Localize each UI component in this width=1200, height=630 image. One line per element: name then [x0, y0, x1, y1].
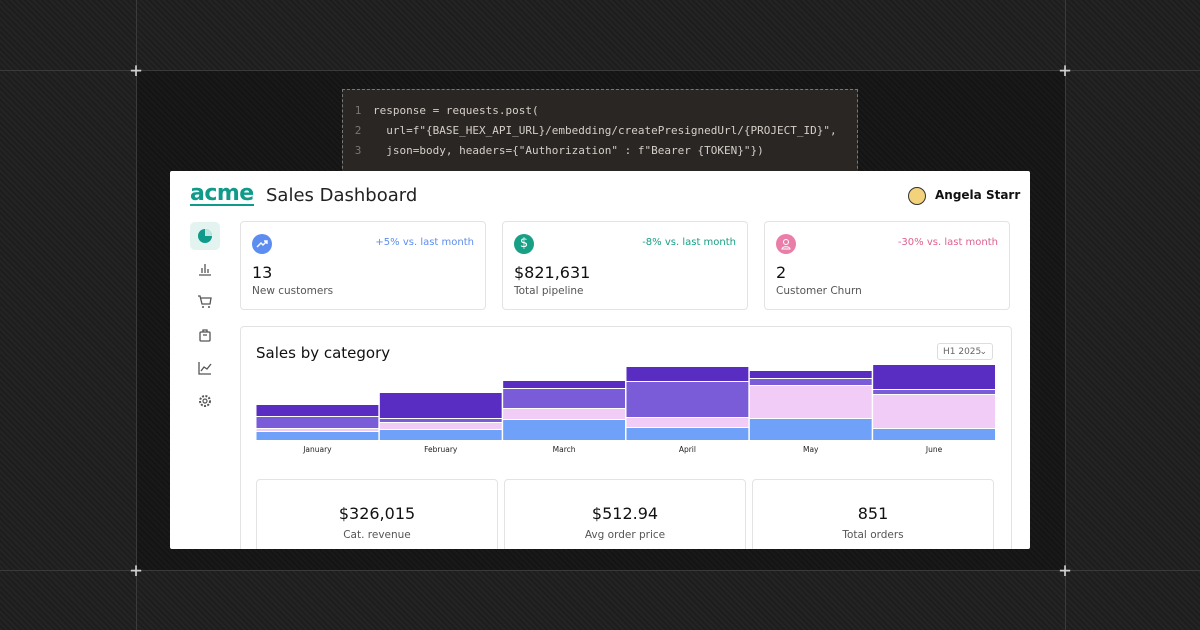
- nav-icon: [199, 395, 211, 407]
- kpi-change: -8% vs. last month: [642, 237, 736, 248]
- bar-segment: [749, 386, 872, 418]
- kpi-icon: $: [514, 234, 534, 254]
- kpi-label: Customer Churn: [776, 285, 862, 297]
- kpi-value: 2: [776, 263, 787, 282]
- plus-mark: +: [129, 558, 143, 582]
- kpi-label: Total pipeline: [514, 285, 584, 297]
- plus-mark: +: [1058, 558, 1072, 582]
- bar-segment: [379, 419, 502, 422]
- guide-line: [136, 0, 137, 630]
- bar-segment: [749, 419, 872, 440]
- line-number: 2: [354, 124, 362, 137]
- bar-segment: [749, 379, 872, 385]
- bar-segment: [503, 409, 625, 419]
- kpi-icon: [776, 234, 796, 254]
- kpi-icon: [252, 234, 272, 254]
- nav-icon: [198, 229, 212, 243]
- stat-value: $512.94: [591, 504, 659, 523]
- period-select[interactable]: H1 2025 ⌄: [937, 343, 993, 360]
- stat-label: Avg order price: [584, 529, 666, 541]
- nav-reports[interactable]: [190, 255, 220, 283]
- kpi-change: -30% vs. last month: [897, 237, 998, 248]
- x-tick-label: January: [302, 445, 332, 454]
- bar-segment: [379, 423, 502, 429]
- stat-card: $326,015 Cat. revenue: [256, 479, 498, 549]
- bar-segment: [873, 429, 995, 440]
- code-line: 1 response = requests.post(: [343, 104, 857, 124]
- bar-segment: [626, 428, 749, 440]
- kpi-value: $821,631: [514, 263, 591, 282]
- nav-orders[interactable]: [190, 288, 220, 316]
- bar-segment: [503, 381, 625, 388]
- bar-segment: [873, 395, 995, 428]
- stat-value: 851: [857, 504, 889, 523]
- bar-segment: [503, 389, 625, 408]
- kpi-card: -30% vs. last month 2 Customer Churn: [764, 221, 1010, 310]
- bar-segment: [256, 432, 379, 440]
- stat-label: Cat. revenue: [343, 529, 411, 541]
- stat-value: $326,015: [338, 504, 416, 523]
- chart: January February March April May June: [256, 365, 995, 454]
- kpi-card: +5% vs. last month 13 New customers: [240, 221, 486, 310]
- dashboard: acme Sales Dashboard Angela Starr +5% vs…: [170, 171, 1030, 549]
- bar-segment: [626, 418, 749, 427]
- nav-trends[interactable]: [190, 354, 220, 382]
- nav-icon: [198, 295, 212, 308]
- nav-overview[interactable]: [190, 222, 220, 250]
- stat-card: 851 Total orders: [752, 479, 994, 549]
- stat-card: $512.94 Avg order price: [504, 479, 746, 549]
- period-value: H1 2025: [943, 347, 982, 357]
- chart-title: Sales by category: [256, 344, 391, 362]
- code-block: 1 response = requests.post( 2 url=f"{BASE…: [342, 89, 858, 179]
- bar-segment: [256, 405, 379, 416]
- guide-line: [1065, 0, 1066, 630]
- bar-segment: [503, 420, 625, 440]
- bar-segment: [379, 393, 502, 418]
- page-title: Sales Dashboard: [266, 185, 418, 206]
- guide-line: [0, 70, 1200, 71]
- nav-settings[interactable]: [190, 387, 220, 415]
- bar-segment: [749, 371, 872, 378]
- code-text: json=body, headers={"Authorization" : f"…: [373, 144, 764, 157]
- x-tick-label: May: [803, 445, 819, 454]
- line-number: 1: [354, 104, 362, 117]
- bar-segment: [256, 429, 379, 431]
- x-tick-label: April: [679, 445, 696, 454]
- bar-segment: [256, 417, 379, 428]
- plus-mark: +: [1058, 58, 1072, 82]
- nav-products[interactable]: [190, 321, 220, 349]
- bar-segment: [626, 382, 749, 417]
- kpi-card: $ -8% vs. last month $821,631 Total pipe…: [502, 221, 748, 310]
- nav-icon: [199, 329, 211, 342]
- nav-icon: [199, 264, 211, 276]
- code-text: response = requests.post(: [373, 104, 539, 117]
- bar-segment: [626, 367, 749, 381]
- avatar[interactable]: [908, 187, 926, 205]
- code-line: 3 json=body, headers={"Authorization" : …: [343, 144, 857, 164]
- bar-segment: [873, 365, 995, 389]
- kpi-value: 13: [252, 263, 273, 282]
- stat-label: Total orders: [842, 529, 904, 541]
- guide-line: [0, 570, 1200, 571]
- bar-segment: [873, 390, 995, 394]
- x-tick-label: June: [925, 445, 943, 454]
- logo[interactable]: acme: [190, 181, 254, 206]
- x-tick-label: March: [553, 445, 576, 454]
- x-tick-label: February: [424, 445, 458, 454]
- kpi-label: New customers: [252, 285, 334, 297]
- nav-icon: [198, 362, 212, 375]
- code-line: 2 url=f"{BASE_HEX_API_URL}/embedding/cre…: [343, 124, 857, 144]
- code-text: url=f"{BASE_HEX_API_URL}/embedding/creat…: [373, 124, 837, 137]
- bar-segment: [379, 430, 502, 440]
- user-name[interactable]: Angela Starr: [935, 188, 1021, 202]
- kpi-change: +5% vs. last month: [375, 237, 474, 248]
- plus-mark: +: [129, 58, 143, 82]
- line-number: 3: [354, 144, 362, 157]
